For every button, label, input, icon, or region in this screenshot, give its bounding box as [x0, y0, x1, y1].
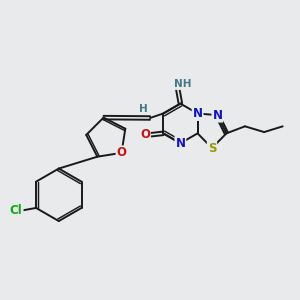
Text: O: O — [116, 146, 127, 159]
Text: H: H — [139, 104, 147, 114]
Text: O: O — [140, 128, 150, 142]
Text: S: S — [208, 142, 216, 154]
Text: N: N — [176, 137, 185, 150]
Text: N: N — [193, 107, 202, 120]
Text: N: N — [212, 109, 222, 122]
Text: Cl: Cl — [10, 204, 22, 217]
Text: NH: NH — [174, 79, 192, 89]
